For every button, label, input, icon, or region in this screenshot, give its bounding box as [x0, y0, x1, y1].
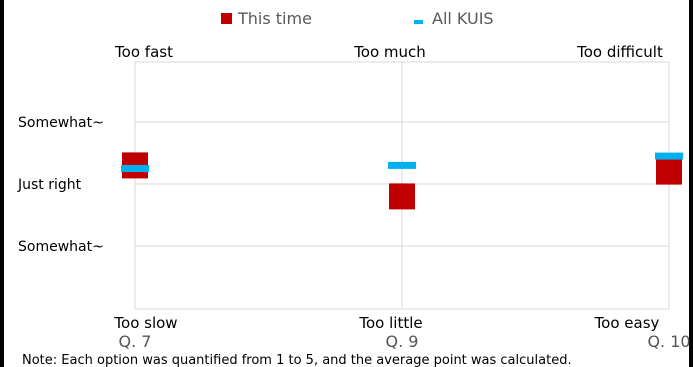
- footnote: Note: Each option was quantified from 1 …: [22, 353, 572, 367]
- bottom-labels: Too slow Too little Too easy: [113, 314, 659, 332]
- legend-all-kuis-label: All KUIS: [432, 9, 494, 28]
- this-time-marker-2: [656, 158, 682, 185]
- legend-all-kuis-swatch: [414, 20, 423, 24]
- y-tick-label-1: Just right: [17, 177, 82, 193]
- top-label-0: Too fast: [114, 43, 173, 61]
- question-labels: Q. 7 Q. 9 Q. 10: [119, 332, 691, 351]
- y-axis-labels: Somewhat~ Just right Somewhat~: [17, 115, 104, 255]
- y-tick-label-2: Somewhat~: [18, 239, 104, 255]
- this-time-marker-1: [389, 183, 415, 210]
- top-label-1: Too much: [353, 43, 426, 61]
- category-label-2: Q. 10: [647, 332, 690, 351]
- all-kuis-marker-2: [655, 152, 683, 160]
- top-labels: Too fast Too much Too difficult: [114, 43, 663, 61]
- legend-this-time-swatch: [221, 13, 232, 24]
- bottom-label-1: Too little: [358, 314, 422, 332]
- all-kuis-marker-0: [121, 165, 149, 172]
- category-label-1: Q. 9: [386, 332, 419, 351]
- category-label-0: Q. 7: [119, 332, 152, 351]
- bottom-label-2: Too easy: [594, 314, 660, 332]
- legend-this-time-label: This time: [237, 9, 312, 28]
- data-marks: [121, 152, 683, 210]
- top-label-2: Too difficult: [576, 43, 663, 61]
- y-tick-label-0: Somewhat~: [18, 115, 104, 131]
- bottom-label-0: Too slow: [113, 314, 177, 332]
- all-kuis-marker-1: [388, 161, 416, 169]
